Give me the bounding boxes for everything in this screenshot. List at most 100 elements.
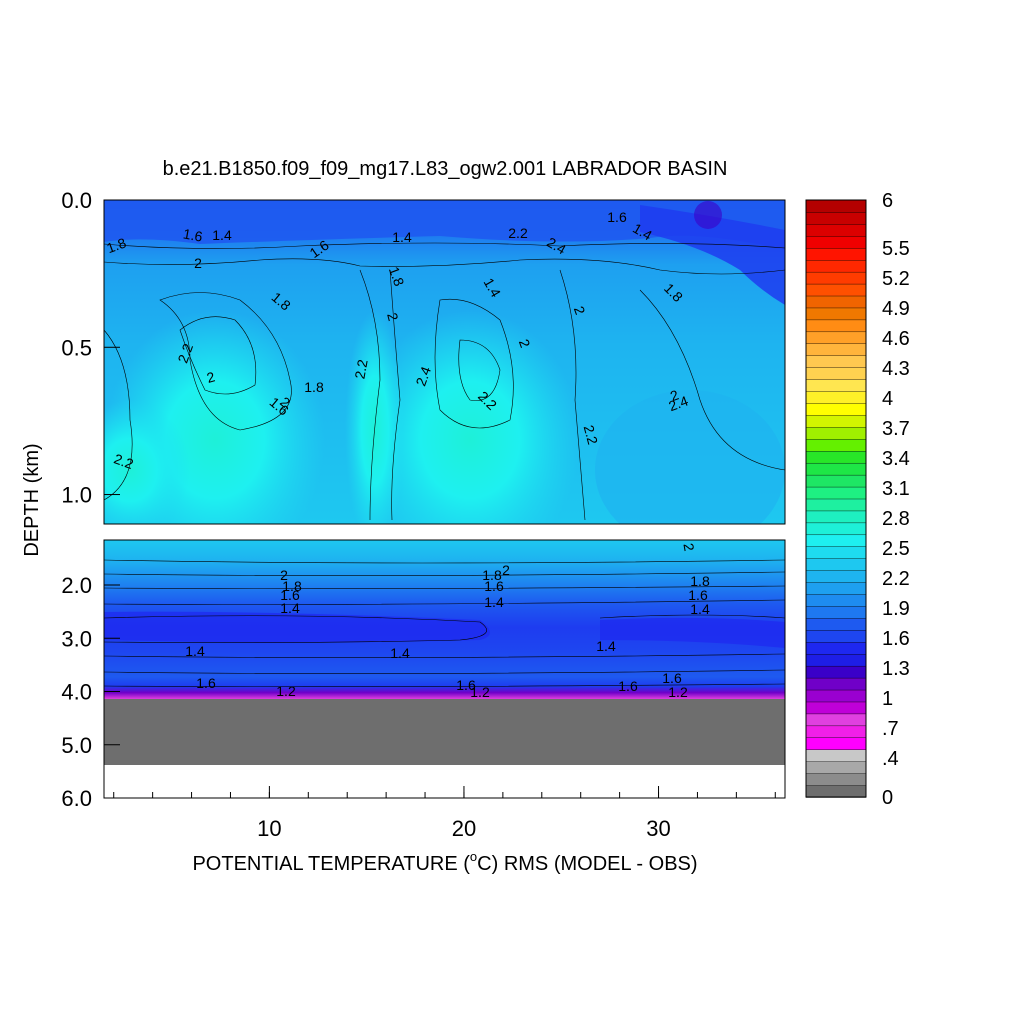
colorbar-label: 3.7 [882, 418, 910, 440]
y-upper-tick-label: 0.5 [61, 335, 92, 360]
colorbar-label: .4 [882, 748, 899, 770]
colorbar-label: 1 [882, 688, 893, 710]
x-tick-label: 20 [452, 816, 476, 841]
colorbar-swatch [805, 247, 867, 261]
contour-label: 1.4 [690, 601, 710, 617]
contour-label: 1.6 [607, 209, 627, 225]
below-data-blank [104, 765, 785, 798]
colorbar-swatch [805, 546, 867, 559]
contour-label: 1.6 [484, 578, 504, 594]
contour-label: 1.6 [456, 677, 476, 693]
lower-contours [104, 559, 785, 687]
contour-label: 1.6 [618, 678, 638, 694]
colorbar-swatch [805, 486, 867, 500]
colorbar-swatch [805, 534, 867, 547]
colorbar-swatch [805, 450, 867, 464]
colorbar-swatch [805, 677, 867, 691]
contour-label: 2.2 [352, 358, 371, 380]
y-upper-tick-label: 0.0 [61, 188, 92, 213]
x-tick-label: 10 [257, 816, 281, 841]
contour-label: 2 [680, 542, 697, 553]
contour-label: 1.4 [280, 600, 300, 616]
colorbar-swatch [805, 331, 867, 344]
contour-label: 2.2 [581, 423, 602, 446]
contour-label: 1.2 [276, 683, 296, 699]
colorbar-swatch [805, 235, 867, 249]
y-lower-tick-label: 6.0 [61, 786, 92, 811]
seafloor-mask [104, 699, 785, 765]
y-lower-tick-label: 2.0 [61, 573, 92, 598]
colorbar-swatch [805, 366, 867, 380]
colorbar-swatch [805, 593, 867, 607]
colorbar-swatch [805, 259, 867, 273]
contour-label: 2.2 [174, 341, 196, 365]
contour-label: 2 [502, 562, 510, 578]
contour-label: 1.6 [688, 587, 708, 603]
colorbar-label: 4.9 [882, 298, 910, 320]
contour-label: 1.8 [690, 573, 710, 589]
colorbar-swatch [805, 510, 867, 524]
colorbar-swatch [805, 581, 867, 595]
colorbar-swatch [805, 653, 867, 667]
y-upper-tick-label: 1.0 [61, 483, 92, 508]
colorbar-swatch [805, 569, 867, 583]
contour-label: 1.4 [185, 643, 205, 659]
colorbar-label: 2.5 [882, 538, 910, 560]
colorbar-swatch [805, 737, 867, 750]
y-lower-tick-label: 5.0 [61, 733, 92, 758]
y-lower-tick-label: 4.0 [61, 680, 92, 705]
colorbar-swatch [805, 701, 867, 715]
colorbar-label: 1.3 [882, 658, 910, 680]
colorbar-label: 4.3 [882, 358, 910, 380]
colorbar-swatch [805, 713, 867, 727]
lower-panel-field [104, 540, 785, 699]
colorbar-label: 6 [882, 190, 893, 212]
colorbar-swatch [805, 522, 867, 536]
colorbar-label: 3.4 [882, 448, 910, 470]
colorbar-swatch [805, 665, 867, 679]
colorbar-label: 0 [882, 787, 893, 809]
chart-title: b.e21.B1850.f09_f09_mg17.L83_ogw2.001 LA… [163, 158, 728, 180]
colorbar-swatch [805, 749, 867, 762]
contour-label: 2.4 [666, 392, 690, 414]
contour-label: 1.4 [212, 227, 232, 243]
colorbar-label: 5.5 [882, 238, 910, 260]
colorbar-label: 4 [882, 388, 893, 410]
contour-label: 2 [384, 311, 402, 323]
contour-label: 1.8 [386, 264, 408, 288]
colorbar-swatch [805, 784, 867, 798]
contour-label: 2 [280, 567, 288, 583]
contour-label: 2.2 [508, 225, 528, 241]
contour-label: 1.6 [280, 587, 300, 603]
contour-label: 1.6 [662, 670, 682, 686]
colorbar-swatch [805, 772, 867, 786]
contour-label: 2.4 [412, 364, 434, 388]
colorbar-swatch [805, 438, 867, 452]
colorbar-swatch [805, 462, 867, 476]
contour-label: 1.8 [104, 234, 128, 256]
colorbar-swatch [805, 390, 867, 404]
colorbar-swatch [805, 199, 867, 213]
contour-label: 1.8 [282, 578, 302, 594]
contour-label: 1.2 [668, 684, 688, 700]
contour-label: 1.4 [390, 645, 410, 661]
colorbar-label: 1.6 [882, 628, 910, 650]
colorbar-swatch [805, 402, 867, 416]
contour-label: 2 [194, 255, 202, 271]
colorbar-swatch [805, 605, 867, 619]
upper-contours [104, 242, 785, 521]
y-axis-label: DEPTH (km) [21, 443, 43, 556]
colorbar: 6 5.5 5.2 4.9 4.6 4.3 4 3.7 3.4 3.1 2.8 2.5 2.2 1.9 1.… [805, 190, 910, 809]
colorbar-swatch [805, 414, 867, 428]
colorbar-label: 1.9 [882, 598, 910, 620]
contour-label: 1.8 [482, 567, 502, 583]
upper-panel-field [104, 200, 785, 524]
x-axis-label-superscript: o [470, 849, 477, 864]
contour-label: 1.8 [304, 379, 324, 395]
colorbar-swatch [805, 223, 867, 237]
x-axis-label-main: POTENTIAL TEMPERATURE ( [192, 853, 470, 875]
upper-panel-frame [103, 199, 786, 525]
contour-label: 1.6 [182, 226, 204, 245]
colorbar-label: .7 [882, 718, 899, 740]
